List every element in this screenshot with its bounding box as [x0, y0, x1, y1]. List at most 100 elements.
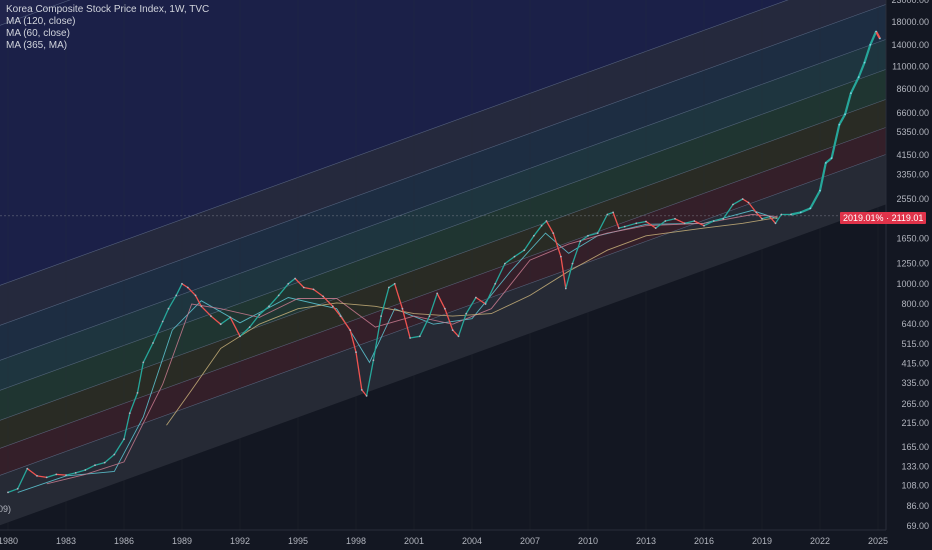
price-point-8 [84, 469, 87, 471]
price-segment-98 [818, 162, 827, 191]
price-segment-90 [755, 211, 763, 220]
price-point-32 [287, 282, 290, 285]
x-tick-label: 2016 [694, 536, 714, 546]
price-segment-26 [220, 316, 231, 325]
price-segment-36 [313, 288, 324, 297]
price-point-86 [732, 203, 734, 206]
price-segment-29 [249, 314, 260, 328]
legend-ma-60[interactable]: MA (60, close) [6, 28, 70, 39]
price-segment-69 [571, 240, 581, 264]
y-tick-label: 1000.00 [896, 279, 929, 289]
price-segment-88 [742, 198, 749, 204]
y-tick-label: 69.00 [906, 521, 929, 531]
price-point-37 [331, 305, 334, 308]
price-segment-68 [565, 263, 574, 289]
price-point-87 [741, 198, 744, 200]
price-point-94 [790, 213, 792, 216]
price-segment-64 [541, 220, 547, 227]
price-point-56 [475, 296, 477, 299]
price-point-58 [494, 282, 497, 285]
price-segment-78 [645, 220, 657, 229]
price-segment-35 [303, 286, 314, 291]
price-segment-22 [187, 287, 196, 296]
channel-band-4 [0, 39, 886, 391]
price-point-80 [674, 217, 676, 220]
price-segment-24 [200, 305, 212, 317]
price-segment-73 [607, 211, 614, 216]
price-change-label: 2019.01% [843, 213, 884, 223]
price-segment-84 [703, 220, 714, 227]
price-point-15 [142, 361, 145, 364]
price-segment-91 [761, 215, 770, 220]
price-segment-39 [339, 315, 351, 331]
price-segment-14 [129, 392, 139, 414]
price-segment-77 [636, 220, 647, 224]
y-tick-label: 14000.00 [891, 40, 929, 50]
price-point-50 [428, 315, 431, 317]
price-segment-97 [809, 190, 821, 209]
price-point-82 [693, 220, 696, 222]
price-segment-62 [523, 235, 535, 251]
price-segment-12 [113, 438, 125, 455]
ma-line-1 [17, 209, 778, 493]
last-price-tag: 2019.01% · 2119.01 [840, 212, 927, 224]
price-point-34 [302, 286, 305, 289]
price-point-38 [339, 315, 342, 317]
channel-line-7 [0, 127, 887, 449]
x-tick-label: 1986 [114, 536, 134, 546]
price-point-103 [857, 76, 860, 78]
regression-channel [0, 0, 887, 526]
y-tick-label: 335.00 [901, 378, 929, 388]
y-tick-label: 3350.00 [896, 169, 929, 179]
price-segment-44 [372, 315, 382, 361]
price-segment-28 [239, 326, 251, 337]
price-point-23 [200, 305, 203, 308]
price-point-41 [360, 389, 363, 391]
price-point-1 [16, 487, 19, 490]
price-point-17 [161, 320, 164, 323]
price-segment-13 [123, 412, 131, 440]
price-segment-2 [17, 468, 28, 490]
price-point-90 [761, 217, 763, 220]
price-segment-67 [560, 256, 567, 289]
legend-ma-120[interactable]: MA (120, close) [6, 16, 76, 27]
x-tick-label: 2013 [636, 536, 656, 546]
price-segment-89 [747, 202, 757, 213]
price-segment-45 [380, 287, 390, 317]
price-point-5 [55, 473, 58, 476]
legend-ma-365[interactable]: MA (365, MA) [6, 40, 68, 51]
x-tick-label: 2019 [752, 536, 772, 546]
y-tick-label: 2550.00 [896, 194, 929, 204]
price-segment-52 [436, 293, 446, 309]
price-point-54 [457, 335, 460, 338]
price-point-95 [799, 211, 802, 214]
channel-line-8 [0, 154, 887, 476]
price-segment-10 [94, 461, 105, 466]
y-tick-label: 1250.00 [896, 259, 929, 269]
price-point-7 [74, 472, 77, 474]
price-point-39 [349, 329, 352, 331]
price-segment-79 [655, 220, 666, 229]
price-segment-1 [7, 488, 18, 494]
price-segment-59 [494, 263, 506, 285]
chart-legend: Korea Composite Stock Price Index, 1W, T… [6, 4, 209, 52]
price-point-47 [401, 307, 404, 310]
price-segment-23 [194, 295, 202, 307]
y-tick-label: 5350.00 [896, 127, 929, 137]
price-point-71 [596, 232, 599, 235]
y-tick-label: 800.00 [901, 299, 929, 309]
price-point-107 [879, 37, 881, 40]
price-point-14 [136, 392, 139, 394]
y-tick-label: 215.00 [901, 418, 929, 428]
price-segment-93 [774, 214, 782, 224]
y-tick-label: 4150.00 [896, 150, 929, 160]
price-segment-55 [457, 313, 467, 337]
price-segment-66 [552, 232, 562, 257]
price-segment-82 [684, 220, 695, 224]
price-segment-9 [85, 464, 96, 471]
price-segment-42 [361, 389, 368, 397]
legend-title[interactable]: Korea Composite Stock Price Index, 1W, T… [6, 4, 210, 15]
price-segment-31 [268, 294, 280, 307]
price-segment-96 [800, 207, 811, 214]
